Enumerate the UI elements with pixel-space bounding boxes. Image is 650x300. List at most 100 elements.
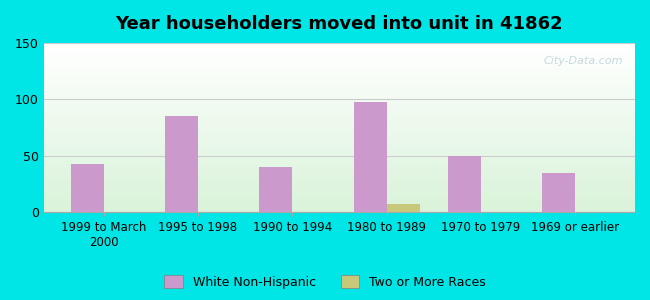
- Bar: [44, 110, 635, 112]
- Bar: [44, 166, 635, 168]
- Bar: [44, 77, 635, 78]
- Bar: [44, 121, 635, 122]
- Bar: [44, 122, 635, 124]
- Bar: [259, 167, 292, 212]
- Bar: [44, 142, 635, 144]
- Bar: [44, 119, 635, 121]
- Bar: [354, 101, 387, 212]
- Bar: [44, 203, 635, 205]
- Bar: [44, 50, 635, 51]
- Bar: [44, 208, 635, 210]
- Bar: [44, 156, 635, 158]
- Bar: [44, 148, 635, 149]
- Bar: [44, 153, 635, 154]
- Bar: [44, 176, 635, 178]
- Bar: [387, 204, 419, 212]
- Bar: [165, 116, 198, 212]
- Text: City-Data.com: City-Data.com: [543, 56, 623, 66]
- Bar: [44, 56, 635, 58]
- Bar: [44, 68, 635, 70]
- Legend: White Non-Hispanic, Two or More Races: White Non-Hispanic, Two or More Races: [159, 270, 491, 294]
- Bar: [44, 146, 635, 148]
- Bar: [44, 126, 635, 127]
- Bar: [44, 75, 635, 77]
- Bar: [44, 65, 635, 67]
- Bar: [44, 102, 635, 104]
- Bar: [44, 63, 635, 65]
- Bar: [44, 170, 635, 171]
- Bar: [44, 109, 635, 110]
- Bar: [44, 202, 635, 203]
- Bar: [44, 183, 635, 185]
- Bar: [44, 61, 635, 63]
- Bar: [44, 85, 635, 87]
- Bar: [44, 116, 635, 117]
- Bar: [44, 70, 635, 72]
- Bar: [44, 78, 635, 80]
- Bar: [44, 100, 635, 102]
- Bar: [44, 104, 635, 105]
- Bar: [44, 149, 635, 151]
- Bar: [44, 107, 635, 109]
- Bar: [44, 163, 635, 165]
- Bar: [44, 192, 635, 194]
- Bar: [44, 97, 635, 99]
- Bar: [44, 194, 635, 195]
- Bar: [44, 134, 635, 136]
- Bar: [44, 73, 635, 75]
- Bar: [44, 72, 635, 73]
- Bar: [448, 156, 481, 212]
- Bar: [44, 58, 635, 60]
- Bar: [44, 161, 635, 163]
- Bar: [44, 105, 635, 107]
- Bar: [44, 124, 635, 126]
- Bar: [44, 207, 635, 208]
- Bar: [44, 141, 635, 142]
- Bar: [542, 172, 575, 212]
- Bar: [44, 80, 635, 82]
- Bar: [44, 180, 635, 182]
- Bar: [44, 144, 635, 146]
- Bar: [44, 165, 635, 166]
- Bar: [44, 88, 635, 90]
- Bar: [44, 168, 635, 170]
- Bar: [44, 139, 635, 141]
- Bar: [44, 190, 635, 192]
- Bar: [44, 82, 635, 83]
- Bar: [44, 173, 635, 175]
- Bar: [44, 114, 635, 116]
- Bar: [44, 92, 635, 94]
- Bar: [44, 43, 635, 45]
- Bar: [44, 67, 635, 68]
- Bar: [44, 205, 635, 207]
- Bar: [44, 210, 635, 212]
- Bar: [44, 112, 635, 114]
- Bar: [44, 158, 635, 160]
- Bar: [44, 90, 635, 92]
- Bar: [44, 195, 635, 197]
- Bar: [44, 53, 635, 55]
- Bar: [44, 55, 635, 56]
- Bar: [44, 46, 635, 48]
- Bar: [44, 131, 635, 133]
- Bar: [44, 45, 635, 46]
- Bar: [44, 94, 635, 95]
- Bar: [44, 129, 635, 131]
- Bar: [44, 128, 635, 129]
- Bar: [44, 83, 635, 85]
- Bar: [44, 133, 635, 134]
- Bar: [44, 178, 635, 180]
- Bar: [44, 95, 635, 97]
- Bar: [44, 197, 635, 198]
- Bar: [44, 99, 635, 100]
- Bar: [44, 175, 635, 176]
- Bar: [44, 48, 635, 50]
- Bar: [44, 182, 635, 183]
- Bar: [44, 117, 635, 119]
- Bar: [44, 185, 635, 187]
- Bar: [71, 164, 103, 212]
- Bar: [44, 87, 635, 88]
- Bar: [44, 51, 635, 53]
- Bar: [44, 151, 635, 153]
- Bar: [44, 171, 635, 173]
